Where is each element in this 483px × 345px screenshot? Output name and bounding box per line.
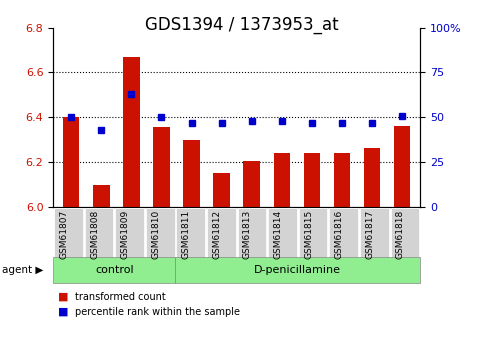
- Text: GSM61815: GSM61815: [304, 210, 313, 259]
- Text: GSM61814: GSM61814: [273, 210, 283, 259]
- Text: ■: ■: [58, 307, 69, 317]
- Text: GSM61809: GSM61809: [121, 210, 129, 259]
- Bar: [213, 174, 230, 207]
- Text: GSM61812: GSM61812: [213, 210, 221, 259]
- Bar: [334, 153, 350, 207]
- Bar: [183, 140, 200, 207]
- Text: percentile rank within the sample: percentile rank within the sample: [75, 307, 240, 317]
- Text: GSM61817: GSM61817: [365, 210, 374, 259]
- Text: ■: ■: [58, 292, 69, 302]
- Text: GDS1394 / 1373953_at: GDS1394 / 1373953_at: [145, 16, 338, 33]
- Text: GSM61813: GSM61813: [243, 210, 252, 259]
- Bar: [63, 117, 80, 207]
- Text: D-penicillamine: D-penicillamine: [255, 265, 341, 275]
- Text: transformed count: transformed count: [75, 292, 166, 302]
- Bar: [394, 126, 411, 207]
- Text: GSM61818: GSM61818: [396, 210, 405, 259]
- Text: GSM61808: GSM61808: [90, 210, 99, 259]
- Bar: [364, 148, 380, 207]
- Text: GSM61810: GSM61810: [151, 210, 160, 259]
- Text: agent ▶: agent ▶: [2, 265, 44, 275]
- Bar: [273, 153, 290, 207]
- Text: GSM61816: GSM61816: [335, 210, 344, 259]
- Bar: [243, 161, 260, 207]
- Bar: [153, 127, 170, 207]
- Bar: [304, 153, 320, 207]
- Text: GSM61807: GSM61807: [59, 210, 69, 259]
- Bar: [123, 57, 140, 207]
- Text: control: control: [95, 265, 134, 275]
- Bar: [93, 185, 110, 207]
- Text: GSM61811: GSM61811: [182, 210, 191, 259]
